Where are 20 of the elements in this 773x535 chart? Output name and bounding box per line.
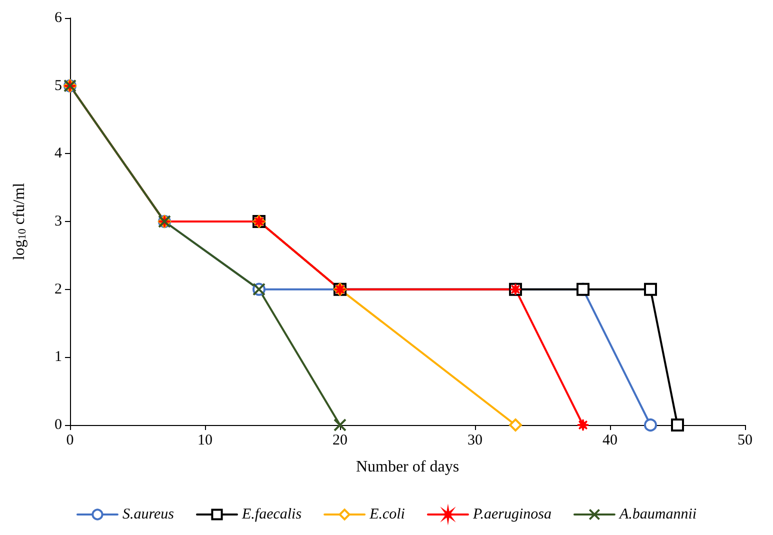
legend-label: E.coli <box>368 506 405 522</box>
x-tick-label: 0 <box>66 432 74 448</box>
legend-label: E.faecalis <box>240 506 302 522</box>
x-tick-label: 50 <box>738 432 752 448</box>
y-tick-label: 3 <box>54 214 62 230</box>
y-tick-label: 5 <box>54 78 62 94</box>
y-tick-label: 6 <box>54 10 62 26</box>
x-axis-title: Number of days <box>356 458 460 476</box>
legend-label: S.aureus <box>122 506 174 522</box>
x-tick-label: 30 <box>468 432 482 448</box>
x-tick-label: 20 <box>332 432 348 448</box>
y-tick-label: 0 <box>54 417 62 433</box>
y-tick-label: 4 <box>54 146 62 162</box>
y-tick-label: 2 <box>54 281 62 298</box>
legend-label: P.aeruginosa <box>472 506 552 522</box>
legend-label: A.baumannii <box>618 506 697 522</box>
x-tick-label: 10 <box>198 432 212 448</box>
y-axis-title: log10 cfu/ml <box>11 182 28 260</box>
x-tick-label: 40 <box>602 432 618 448</box>
y-tick-label: 1 <box>54 349 62 366</box>
